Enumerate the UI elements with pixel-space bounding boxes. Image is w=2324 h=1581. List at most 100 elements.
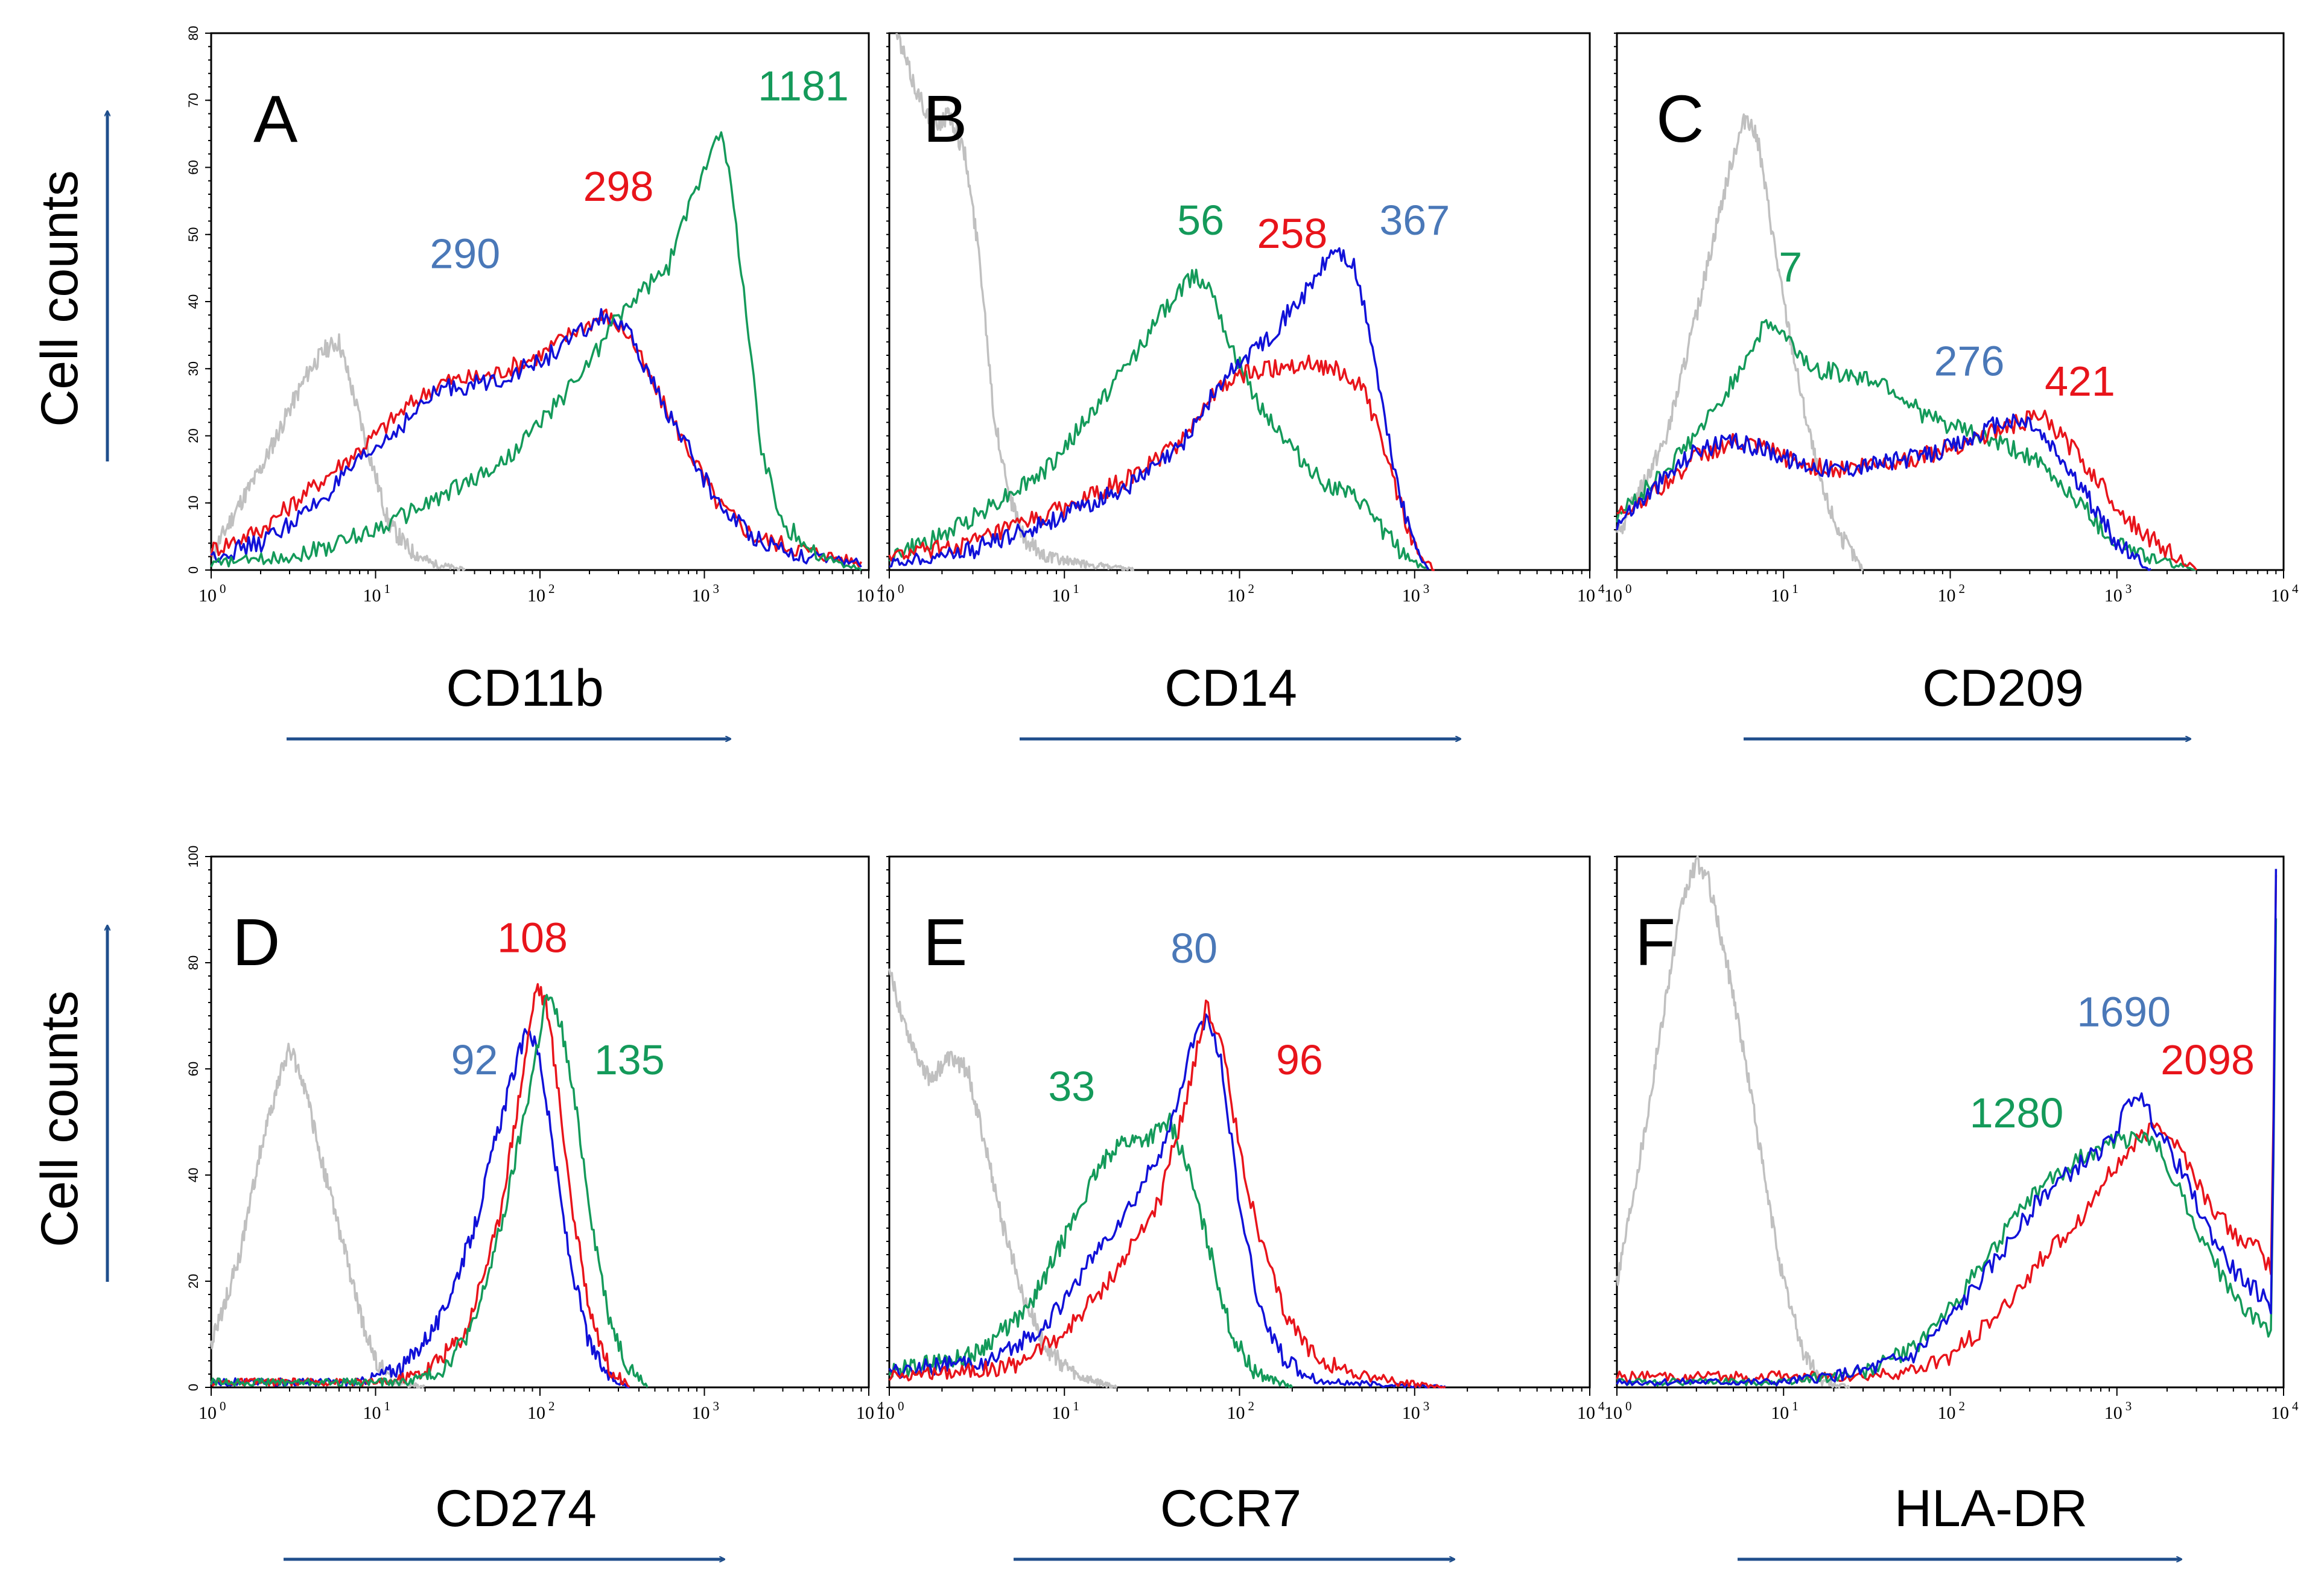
panel-c-letter: C xyxy=(1656,82,1704,156)
panel-c-xtick-label: 10 xyxy=(2104,586,2122,606)
panel-e-xtick-label: 10 xyxy=(1227,1403,1245,1423)
panel-b-series-blue xyxy=(889,247,1430,571)
panel-a-frame xyxy=(210,32,870,571)
y-axis-title-row2: Cell counts xyxy=(31,990,89,1247)
panel-d-xtick-exponent: 3 xyxy=(713,1399,720,1413)
panel-f-xtick-exponent: 4 xyxy=(2292,1399,2299,1413)
panel-f-xtick-exponent: 2 xyxy=(1959,1399,1966,1413)
panel-a-ytick-label: 20 xyxy=(186,428,201,443)
panel-f-xtick-exponent: 3 xyxy=(2126,1399,2132,1413)
panel-b-xtick-exponent: 0 xyxy=(898,581,904,596)
panel-f-xtick-label: 10 xyxy=(2104,1403,2122,1423)
panel-a-x-axis-title: CD11b xyxy=(446,659,603,717)
panel-c-xtick-exponent: 0 xyxy=(1625,581,1632,596)
panel-b-series-green xyxy=(888,268,1429,570)
panel-f-x-axis-title: HLA-DR xyxy=(1894,1480,2087,1538)
panel-f-series-red xyxy=(1616,875,2278,1383)
panel-a-series-isotype xyxy=(210,333,466,571)
panel-c-label-blue: 276 xyxy=(1934,337,2005,384)
panel-a-xtick-label: 10 xyxy=(527,586,545,606)
panel-e-series-blue xyxy=(888,1013,1446,1389)
panel-e-xtick-label: 10 xyxy=(1577,1403,1595,1423)
panel-d-ytick-label: 100 xyxy=(186,846,201,868)
panel-f-xtick-exponent: 0 xyxy=(1625,1399,1632,1413)
panel-e-label-blue: 80 xyxy=(1170,925,1218,972)
panel-c-label-green: 7 xyxy=(1779,244,1802,291)
panel-f-series-isotype xyxy=(1616,855,1850,1389)
panel-f-frame xyxy=(1616,855,2285,1389)
panel-e-xtick-exponent: 3 xyxy=(1423,1399,1430,1413)
panel-b-label-green: 56 xyxy=(1177,197,1224,244)
panel-d-xtick-exponent: 0 xyxy=(220,1399,226,1413)
panel-e-xtick-exponent: 1 xyxy=(1073,1399,1079,1413)
panel-e-xtick-exponent: 2 xyxy=(1248,1399,1255,1413)
panel-d-xtick-label: 10 xyxy=(363,1403,381,1423)
panel-f-xtick-label: 10 xyxy=(1604,1403,1622,1423)
panel-d-label-green: 135 xyxy=(594,1036,665,1083)
panel-f-label-blue: 1690 xyxy=(2077,989,2171,1036)
panel-d-xtick-label: 10 xyxy=(692,1403,710,1423)
panel-c-series-blue xyxy=(1616,413,2151,571)
panel-f-label-red: 2098 xyxy=(2160,1036,2255,1083)
panel-b-xtick-exponent: 3 xyxy=(1423,581,1430,596)
panel-c-xtick-exponent: 1 xyxy=(1792,581,1799,596)
panel-a-xtick-exponent: 3 xyxy=(713,581,720,596)
panel-e-series-isotype xyxy=(888,968,1118,1389)
panel-d-ytick-label: 40 xyxy=(186,1168,201,1182)
panel-e-x-axis-title: CCR7 xyxy=(1160,1480,1301,1538)
panel-d-label-blue: 92 xyxy=(451,1036,498,1083)
panel-a-ytick-label: 40 xyxy=(186,294,201,309)
panel-a-series-green xyxy=(210,131,862,571)
panel-e-series-red xyxy=(888,1000,1446,1389)
y-axis-title-row1: Cell counts xyxy=(31,170,89,426)
panel-a-xtick-exponent: 4 xyxy=(877,581,884,596)
panel-b-letter: B xyxy=(923,82,967,156)
panel-c-frame xyxy=(1616,32,2285,571)
panel-e-xtick-label: 10 xyxy=(877,1403,895,1423)
panel-c-label-red: 421 xyxy=(2045,358,2115,405)
panel-d-ytick-label: 60 xyxy=(186,1062,201,1076)
panel-e-letter: E xyxy=(923,905,967,980)
panel-e-label-red: 96 xyxy=(1276,1036,1323,1083)
panel-a-letter: A xyxy=(253,82,298,156)
panel-d-series-green xyxy=(210,993,649,1388)
panel-e-xtick-exponent: 0 xyxy=(898,1399,904,1413)
panel-f-xtick-label: 10 xyxy=(2271,1403,2289,1423)
panel-a-xtick-label: 10 xyxy=(363,586,381,606)
panel-e-xtick-label: 10 xyxy=(1402,1403,1420,1423)
panel-b-x-axis-title: CD14 xyxy=(1164,659,1297,717)
panel-a-ytick-label: 50 xyxy=(186,227,201,242)
panel-c-x-axis-title: CD209 xyxy=(1922,659,2084,717)
panel-b-xtick-label: 10 xyxy=(1402,586,1420,606)
panel-c-xtick-label: 10 xyxy=(1938,586,1956,606)
panel-e-label-green: 33 xyxy=(1048,1063,1095,1110)
panel-b-xtick-label: 10 xyxy=(877,586,895,606)
panel-b-frame xyxy=(888,32,1591,571)
panel-f-xtick-label: 10 xyxy=(1771,1403,1789,1423)
panel-e-xtick-exponent: 4 xyxy=(1598,1399,1605,1413)
panel-a-xtick-label: 10 xyxy=(692,586,710,606)
panel-f-letter: F xyxy=(1635,905,1675,980)
panel-a-xtick-exponent: 0 xyxy=(220,581,226,596)
panel-b-xtick-exponent: 1 xyxy=(1073,581,1079,596)
panel-a-label-blue: 290 xyxy=(430,230,500,277)
panel-d-label-red: 108 xyxy=(497,914,568,961)
panel-c-xtick-label: 10 xyxy=(1604,586,1622,606)
panel-a-ytick-label: 30 xyxy=(186,361,201,376)
panel-a-ytick-label: 70 xyxy=(186,93,201,107)
panel-a-ytick-label: 80 xyxy=(186,26,201,40)
panel-b-xtick-exponent: 2 xyxy=(1248,581,1255,596)
panel-d-xtick-exponent: 1 xyxy=(384,1399,391,1413)
panel-a-label-red: 298 xyxy=(583,163,654,210)
panel-a-ytick-label: 10 xyxy=(186,496,201,510)
panel-b-label-blue: 367 xyxy=(1379,197,1450,244)
panel-d-ytick-label: 80 xyxy=(186,955,201,970)
panel-a-label-green: 1181 xyxy=(758,62,849,109)
panel-f-xtick-exponent: 1 xyxy=(1792,1399,1799,1413)
panel-b-series-isotype xyxy=(895,33,1134,571)
